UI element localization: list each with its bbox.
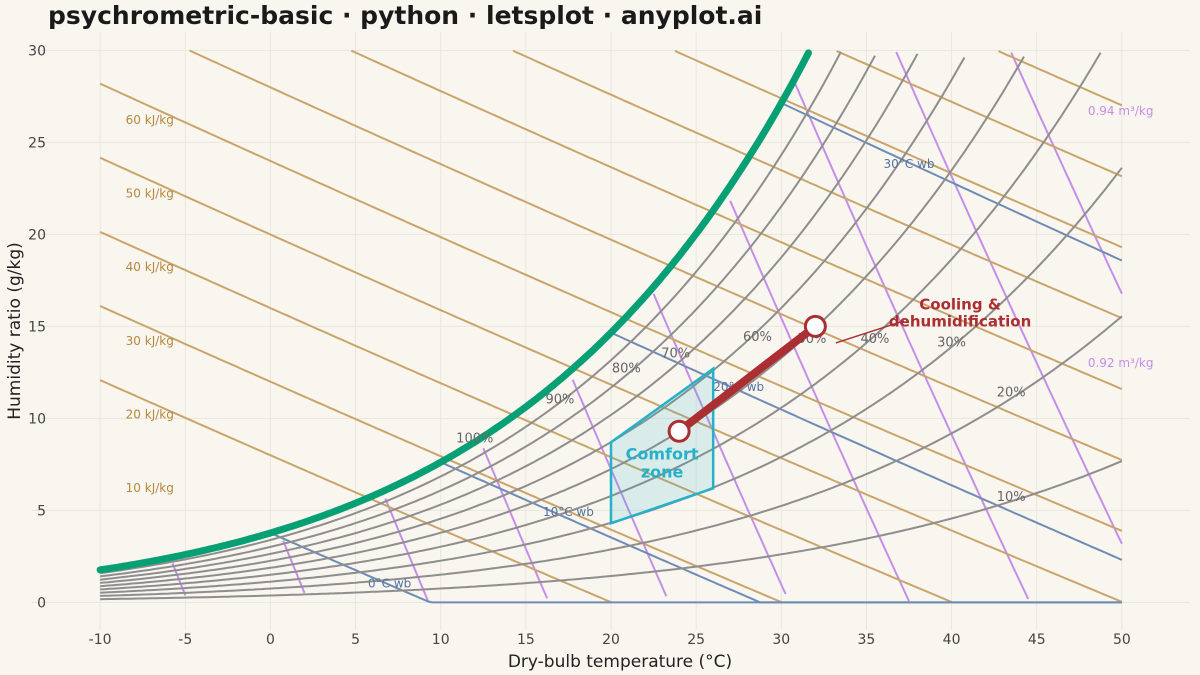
wet-bulb-label: 30°C wb <box>884 157 935 171</box>
relative-humidity-label: 40% <box>861 332 890 347</box>
y-tick-label: 30 <box>28 43 46 59</box>
relative-humidity-line <box>100 460 1123 601</box>
axis-ticks: -10 -5 0 5 10 15 20 25 30 35 40 45 50 0 5 10 15 20 25 30 <box>28 43 1131 648</box>
enthalpy-label: 10 kJ/kg <box>126 481 174 495</box>
wet-bulb-line <box>780 102 1123 262</box>
enthalpy-label: 40 kJ/kg <box>126 260 174 274</box>
enthalpy-line <box>99 82 1123 532</box>
y-tick-label: 15 <box>28 319 46 335</box>
enthalpy-label: 30 kJ/kg <box>126 334 174 348</box>
specific-volume-label: 0.94 m³/kg <box>1088 104 1154 118</box>
x-tick-label: -10 <box>89 632 112 648</box>
y-tick-label: 10 <box>28 411 46 427</box>
x-tick-label: 5 <box>351 632 360 648</box>
relative-humidity-label: 100% <box>456 431 493 446</box>
enthalpy-line <box>674 49 1123 249</box>
wet-bulb-line <box>440 461 1122 604</box>
comfort-zone-label: Comfort <box>626 445 699 464</box>
specific-volume-label: 0.92 m³/kg <box>1088 356 1154 370</box>
wet-bulb-line <box>610 331 1123 561</box>
enthalpy-line <box>512 49 1123 320</box>
wet-bulb-lines <box>270 102 1123 604</box>
comfort-zone-label: zone <box>641 463 684 482</box>
x-tick-label: -5 <box>178 632 192 648</box>
comfort-zone-polygon <box>609 366 715 526</box>
x-axis-label: Dry-bulb temperature (°C) <box>508 652 732 672</box>
chart-title: psychrometric-basic · python · letsplot … <box>48 1 762 30</box>
x-tick-label: 0 <box>266 632 275 648</box>
enthalpy-label: 60 kJ/kg <box>126 113 174 127</box>
enthalpy-line <box>99 230 952 603</box>
process-label: Cooling & <box>919 295 1001 313</box>
specific-volume-line <box>793 80 1030 600</box>
process-path <box>675 322 820 436</box>
relative-humidity-line <box>100 52 1102 591</box>
line-labels: 100%90%80%70%60% 50% 40% 30%20%10%0°C wb10°… <box>126 104 1154 591</box>
y-axis-label: Humidity ratio (g/kg) <box>5 242 25 420</box>
relative-humidity-line <box>99 51 842 575</box>
y-tick-label: 5 <box>37 503 46 519</box>
specific-volume-line <box>482 447 549 599</box>
saturation-curve <box>96 49 812 574</box>
x-tick-label: 20 <box>602 632 620 648</box>
enthalpy-line <box>836 50 1123 178</box>
specific-volume-line <box>571 379 668 597</box>
enthalpy-label: 20 kJ/kg <box>126 407 174 421</box>
specific-volume-line <box>895 51 1123 545</box>
process-leader-line <box>835 320 905 344</box>
enthalpy-label: 50 kJ/kg <box>126 187 174 201</box>
process-label: dehumidification <box>889 312 1031 330</box>
specific-volume-line <box>729 200 910 602</box>
relative-humidity-line <box>100 315 1123 597</box>
x-tick-label: 35 <box>858 632 876 648</box>
enthalpy-lines <box>99 49 1123 604</box>
y-tick-label: 20 <box>28 227 46 243</box>
process-end-point <box>667 419 691 443</box>
relative-humidity-line <box>100 56 1025 588</box>
relative-humidity-label: 30% <box>937 336 966 351</box>
enthalpy-line <box>997 50 1123 107</box>
wet-bulb-label: 0°C wb <box>368 577 411 591</box>
x-tick-label: 30 <box>772 632 790 648</box>
x-tick-label: 25 <box>687 632 705 648</box>
x-tick-label: 40 <box>943 632 961 648</box>
relative-humidity-line <box>99 53 919 581</box>
y-tick-label: 25 <box>28 135 46 151</box>
x-tick-label: 10 <box>432 632 450 648</box>
y-tick-label: 0 <box>37 595 46 611</box>
relative-humidity-label: 60% <box>743 330 772 345</box>
enthalpy-line <box>189 49 1123 461</box>
relative-humidity-label: 20% <box>997 385 1026 400</box>
relative-humidity-label: 80% <box>612 361 641 376</box>
saturation-line <box>96 49 812 574</box>
relative-humidity-label: 90% <box>545 393 574 408</box>
relative-humidity-label: 70% <box>661 347 690 362</box>
process-line: Cooling &dehumidification <box>667 295 1031 443</box>
relative-humidity-label: 10% <box>997 490 1026 505</box>
relative-humidity-line <box>100 57 966 584</box>
specific-volume-line <box>384 498 429 602</box>
x-tick-label: 50 <box>1113 632 1131 648</box>
relative-humidity-line <box>99 55 876 578</box>
enthalpy-line <box>99 305 782 604</box>
specific-volume-line <box>1010 52 1123 295</box>
enthalpy-line <box>99 156 1123 603</box>
process-start-point <box>803 314 827 338</box>
x-tick-label: 45 <box>1028 632 1046 648</box>
enthalpy-line <box>99 379 612 604</box>
wet-bulb-label: 10°C wb <box>543 505 594 519</box>
x-tick-label: 15 <box>517 632 535 648</box>
enthalpy-line <box>350 49 1123 391</box>
